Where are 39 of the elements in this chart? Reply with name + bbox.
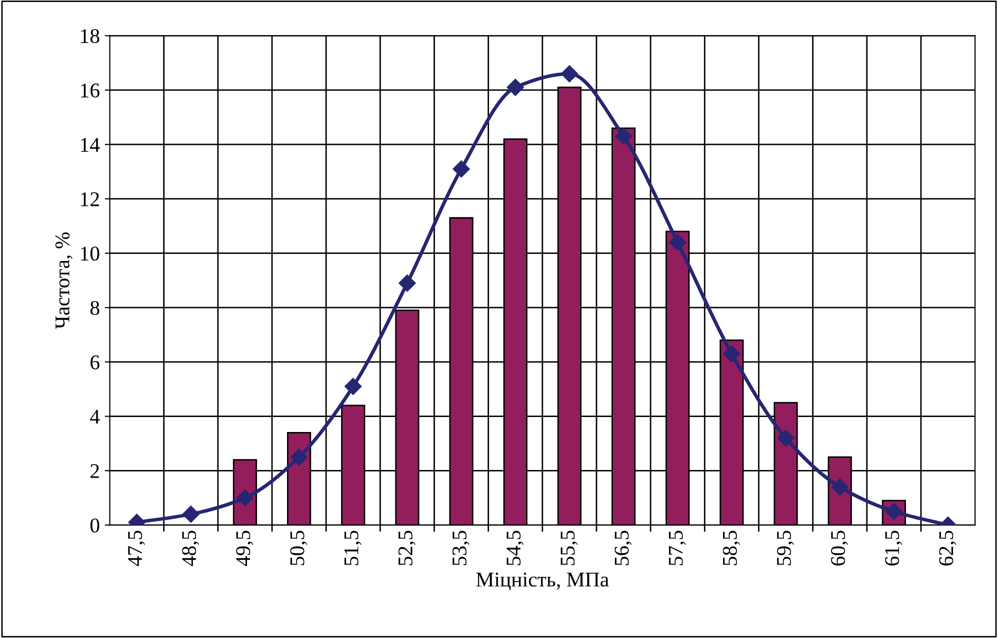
x-tick-label: 54,5 bbox=[506, 530, 524, 566]
x-tick-label: 62,5 bbox=[939, 530, 956, 566]
point bbox=[344, 378, 362, 395]
point bbox=[506, 78, 524, 96]
y-tick-label: 10 bbox=[81, 246, 100, 261]
point bbox=[560, 65, 578, 82]
x-tick-label: 58,5 bbox=[722, 530, 740, 566]
y-tick-label: 4 bbox=[90, 410, 100, 424]
x-tick-label: 53,5 bbox=[452, 530, 470, 566]
x-tick-label: 47,5 bbox=[128, 530, 146, 566]
y-tick-label: 16 bbox=[81, 84, 100, 98]
y-tick-label: 0 bbox=[90, 518, 100, 533]
point bbox=[452, 160, 470, 178]
point bbox=[614, 128, 632, 145]
y-tick-label: 6 bbox=[90, 355, 100, 370]
x-tick-label: 56,5 bbox=[614, 530, 632, 566]
point bbox=[669, 234, 686, 251]
x-tick-label: 50,5 bbox=[290, 530, 308, 566]
x-tick-label: 60,5 bbox=[831, 530, 848, 566]
point bbox=[182, 506, 200, 523]
x-tick-label: 48,5 bbox=[182, 530, 200, 566]
y-tick-label: 8 bbox=[90, 300, 100, 316]
point bbox=[777, 430, 794, 447]
y-tick-label: 12 bbox=[81, 192, 99, 206]
x-axis-title: Міцність, МПа bbox=[476, 572, 609, 590]
y-tick-label: 14 bbox=[81, 138, 100, 152]
x-tick-label: 51,5 bbox=[344, 530, 362, 566]
x-tick-label: 61,5 bbox=[885, 530, 902, 566]
point bbox=[723, 345, 740, 362]
x-tick-label: 57,5 bbox=[668, 530, 686, 566]
point bbox=[290, 448, 308, 466]
x-tick-label: 49,5 bbox=[236, 530, 254, 566]
y-tick-label: 18 bbox=[81, 29, 100, 44]
y-tick-label: 2 bbox=[90, 464, 99, 478]
x-tick-label: 59,5 bbox=[776, 530, 794, 566]
y-axis-title: Частота, % bbox=[55, 232, 72, 329]
x-tick-label: 52,5 bbox=[398, 530, 416, 566]
x-tick-label: 55,5 bbox=[560, 530, 578, 566]
point bbox=[398, 274, 416, 292]
